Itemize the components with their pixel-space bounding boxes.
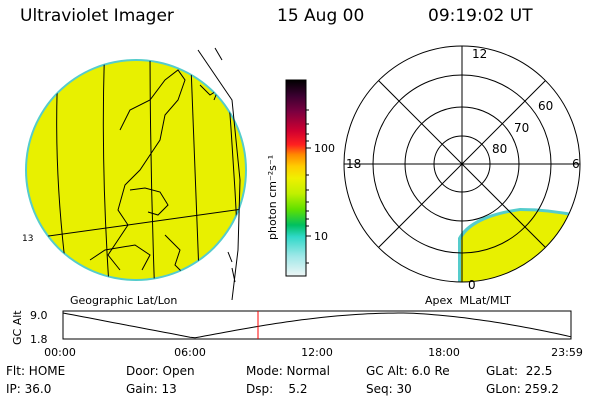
status-dsp: Dsp: 5.2 (246, 382, 308, 396)
xtick-1800: 18:00 (428, 346, 460, 359)
xtick-0000: 00:00 (44, 346, 76, 359)
polar-caption: Apex MLat/MLT (425, 294, 511, 307)
status-gain: Gain: 13 (126, 382, 177, 396)
geo-caption: Geographic Lat/Lon (70, 294, 178, 307)
colorbar-unit-label: photon cm⁻²s⁻¹ (266, 155, 279, 240)
instrument-title: Ultraviolet Imager (20, 6, 174, 26)
mlt-label-0: 0 (468, 278, 476, 292)
status-glon: GLon: 259.2 (486, 382, 559, 396)
colorbar-ticks (306, 109, 311, 264)
status-gcalt: GC Alt: 6.0 Re (366, 364, 450, 378)
colorbar-tick-100: 100 (314, 142, 335, 155)
mlat-label-80: 80 (492, 142, 507, 156)
header-time: 09:19:02 UT (428, 6, 533, 26)
colorbar (285, 79, 307, 277)
status-glat: GLat: 22.5 (486, 364, 553, 378)
colorbar-tick-10: 10 (314, 230, 328, 243)
gc-alt-ymin: 1.8 (30, 333, 48, 346)
mlt-label-6: 6 (572, 157, 580, 171)
xtick-2359: 23:59 (551, 346, 583, 359)
gc-alt-ymax: 9.0 (30, 309, 48, 322)
status-mode: Mode: Normal (246, 364, 330, 378)
geo-image (25, 47, 247, 301)
gc-alt-curve (62, 312, 572, 339)
xtick-0600: 06:00 (174, 346, 206, 359)
geo-edge-label: 13 (22, 234, 33, 244)
header-date: 15 Aug 00 (277, 6, 365, 26)
mlt-label-18: 18 (346, 157, 361, 171)
gc-alt-ylabel: GC Alt (11, 310, 24, 345)
mlat-label-60: 60 (538, 99, 553, 113)
mlat-label-70: 70 (514, 121, 529, 135)
status-ip: IP: 36.0 (6, 382, 52, 396)
status-seq: Seq: 30 (366, 382, 412, 396)
xtick-1200: 12:00 (301, 346, 333, 359)
status-door: Door: Open (126, 364, 195, 378)
gc-alt-plot (62, 310, 572, 340)
status-flt: Flt: HOME (6, 364, 66, 378)
mlt-label-12: 12 (472, 47, 487, 61)
